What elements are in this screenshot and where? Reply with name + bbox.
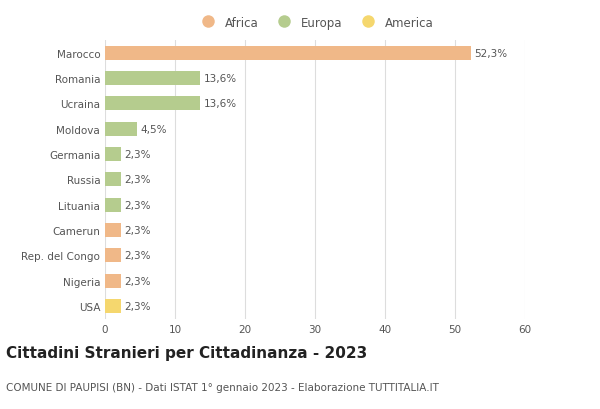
Text: 2,3%: 2,3% — [125, 225, 151, 236]
Bar — [105, 224, 121, 238]
Legend: Africa, Europa, America: Africa, Europa, America — [196, 16, 434, 29]
Text: 2,3%: 2,3% — [125, 150, 151, 160]
Text: 2,3%: 2,3% — [125, 175, 151, 185]
Bar — [105, 173, 121, 187]
Text: 4,5%: 4,5% — [140, 124, 167, 135]
Bar — [105, 97, 200, 111]
Bar — [105, 198, 121, 212]
Text: 2,3%: 2,3% — [125, 301, 151, 311]
Bar — [105, 148, 121, 162]
Text: Cittadini Stranieri per Cittadinanza - 2023: Cittadini Stranieri per Cittadinanza - 2… — [6, 346, 367, 361]
Text: 2,3%: 2,3% — [125, 251, 151, 261]
Bar — [105, 274, 121, 288]
Bar — [105, 299, 121, 313]
Bar — [105, 47, 471, 61]
Bar — [105, 72, 200, 86]
Text: 2,3%: 2,3% — [125, 200, 151, 210]
Bar — [105, 122, 137, 136]
Text: 13,6%: 13,6% — [204, 99, 237, 109]
Text: 13,6%: 13,6% — [204, 74, 237, 84]
Text: COMUNE DI PAUPISI (BN) - Dati ISTAT 1° gennaio 2023 - Elaborazione TUTTITALIA.IT: COMUNE DI PAUPISI (BN) - Dati ISTAT 1° g… — [6, 382, 439, 392]
Text: 2,3%: 2,3% — [125, 276, 151, 286]
Bar — [105, 249, 121, 263]
Text: 52,3%: 52,3% — [475, 49, 508, 58]
